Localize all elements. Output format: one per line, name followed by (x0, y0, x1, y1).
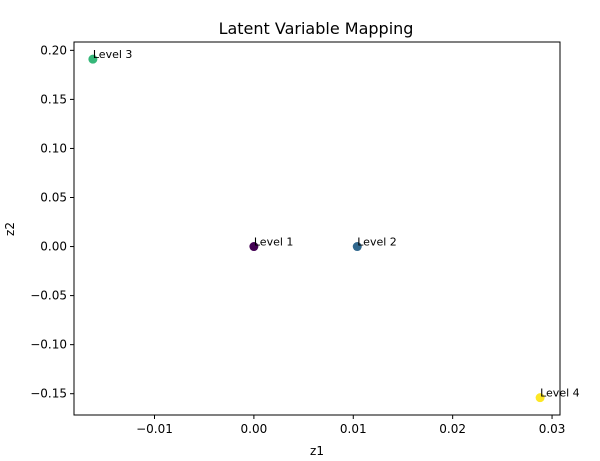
chart-title: Latent Variable Mapping (219, 19, 414, 38)
y-tick-label: −0.10 (30, 338, 67, 352)
x-tick-label: −0.01 (136, 422, 173, 436)
y-tick-label: 0.10 (40, 141, 67, 155)
y-tick-label: 0.20 (40, 43, 67, 57)
y-tick-label: 0.15 (40, 92, 67, 106)
y-tick-label: −0.05 (30, 289, 67, 303)
data-point (535, 393, 545, 403)
data-point (352, 242, 362, 252)
y-axis-label: z2 (3, 222, 17, 236)
data-point (249, 242, 259, 252)
data-point-label: Level 3 (93, 48, 133, 61)
data-point-label: Level 1 (254, 236, 294, 249)
x-tick-label: 0.00 (241, 422, 268, 436)
y-tick-label: −0.15 (30, 387, 67, 401)
y-tick-label: 0.05 (40, 190, 67, 204)
x-tick-label: 0.01 (340, 422, 367, 436)
x-axis-label: z1 (310, 444, 324, 458)
x-tick-label: 0.03 (539, 422, 566, 436)
plot-area: −0.01 0.00 0.01 0.02 0.03 −0.15 −0.10 −0.05 0.00… (30, 43, 579, 436)
x-tick-label: 0.02 (439, 422, 466, 436)
data-point (88, 54, 98, 64)
plot-frame (73, 41, 561, 416)
y-tick-label: 0.00 (40, 240, 67, 254)
data-point-label: Level 2 (357, 236, 397, 249)
